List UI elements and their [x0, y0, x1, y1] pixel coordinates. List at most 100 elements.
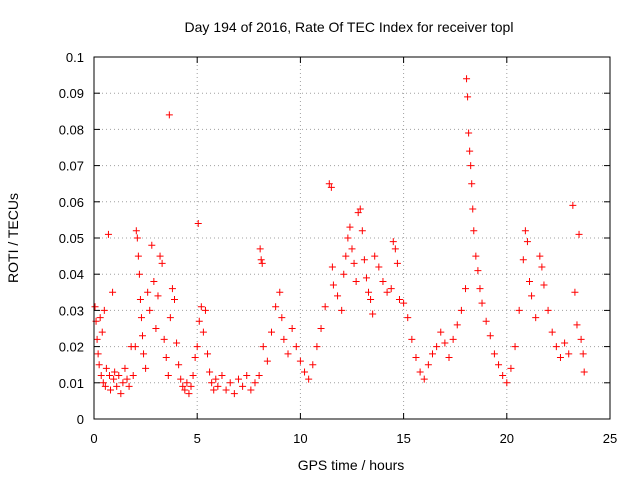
data-point — [468, 180, 476, 188]
data-point — [284, 350, 292, 358]
data-point — [98, 328, 106, 336]
data-point — [412, 353, 420, 361]
data-point — [424, 361, 432, 369]
data-point — [371, 252, 379, 260]
data-point — [358, 227, 366, 235]
data-point — [212, 375, 220, 383]
data-point — [350, 259, 358, 267]
data-point — [111, 368, 119, 376]
data-point — [195, 317, 203, 325]
data-point — [321, 303, 329, 311]
x-tick-label: 5 — [194, 431, 201, 446]
data-point — [258, 259, 266, 267]
data-point — [214, 382, 222, 390]
data-point — [187, 382, 195, 390]
data-point — [102, 364, 110, 372]
data-point — [526, 277, 534, 285]
data-point — [499, 372, 507, 380]
x-tick-label: 25 — [603, 431, 617, 446]
data-point — [133, 234, 141, 242]
data-point — [472, 252, 480, 260]
data-point — [540, 281, 548, 289]
data-point — [131, 343, 139, 351]
data-point — [367, 296, 375, 304]
data-point — [340, 270, 348, 278]
data-point — [160, 335, 168, 343]
data-point — [387, 285, 395, 293]
data-point — [191, 353, 199, 361]
data-point — [433, 343, 441, 351]
data-point — [175, 361, 183, 369]
data-point — [189, 372, 197, 380]
data-point — [313, 343, 321, 351]
data-point — [263, 357, 271, 365]
data-point — [328, 263, 336, 271]
data-point — [154, 292, 162, 300]
data-point — [95, 361, 103, 369]
y-tick-label: 0.06 — [59, 195, 84, 210]
data-point — [96, 314, 104, 322]
data-point — [495, 361, 503, 369]
data-point — [292, 343, 300, 351]
data-points — [91, 75, 588, 398]
data-point — [445, 353, 453, 361]
data-point — [464, 93, 472, 101]
data-point — [486, 332, 494, 340]
data-point — [449, 335, 457, 343]
data-point — [416, 368, 424, 376]
data-point — [255, 372, 263, 380]
data-point — [234, 375, 242, 383]
data-point — [360, 256, 368, 264]
data-point — [391, 245, 399, 253]
data-point — [94, 350, 102, 358]
data-point — [467, 162, 475, 170]
data-point — [519, 256, 527, 264]
data-point — [97, 372, 105, 380]
data-point — [365, 288, 373, 296]
data-point — [408, 335, 416, 343]
data-point — [123, 375, 131, 383]
data-point — [474, 267, 482, 275]
data-point — [338, 306, 346, 314]
chart-title: Day 194 of 2016, Rate Of TEC Index for r… — [185, 19, 514, 35]
data-point — [259, 343, 267, 351]
data-point — [317, 325, 325, 332]
data-point — [134, 252, 142, 260]
data-point — [369, 310, 377, 318]
data-point — [482, 317, 490, 325]
data-point — [393, 259, 401, 267]
data-point — [117, 390, 125, 398]
data-point — [251, 379, 259, 387]
data-point — [185, 390, 193, 398]
data-point — [354, 209, 362, 217]
data-point — [201, 306, 209, 314]
data-point — [352, 277, 360, 285]
data-point — [536, 252, 544, 260]
data-point — [528, 292, 536, 300]
data-point — [144, 288, 152, 296]
y-tick-label: 0.1 — [66, 50, 84, 65]
data-point — [334, 292, 342, 300]
data-point — [453, 321, 461, 329]
data-point — [107, 386, 115, 394]
data-point — [170, 296, 178, 304]
data-point — [162, 353, 170, 361]
data-point — [230, 390, 238, 398]
data-point — [577, 335, 585, 343]
data-point — [136, 296, 144, 304]
y-tick-label: 0.07 — [59, 159, 84, 174]
data-point — [226, 379, 234, 387]
data-point — [573, 321, 581, 329]
data-point — [556, 353, 564, 361]
data-point — [257, 256, 265, 264]
data-point — [478, 299, 486, 307]
data-point — [150, 277, 158, 285]
data-point — [469, 205, 477, 213]
data-point — [247, 386, 255, 394]
y-tick-label: 0.05 — [59, 231, 84, 246]
data-point — [105, 372, 113, 380]
data-point — [243, 372, 251, 380]
data-point — [239, 382, 247, 390]
